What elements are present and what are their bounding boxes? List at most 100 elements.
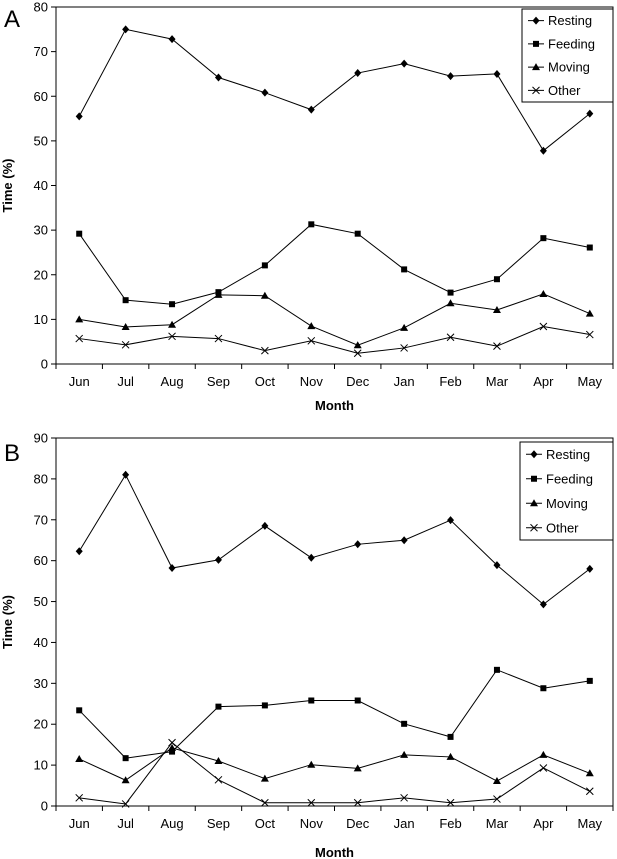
series-resting-point xyxy=(539,146,547,155)
y-tick-label: 50 xyxy=(34,594,48,609)
legend-item-feeding: Feeding xyxy=(526,471,593,486)
x-tick-label: Feb xyxy=(439,816,461,831)
marker-stroke xyxy=(75,793,84,802)
marker-stroke xyxy=(539,764,548,772)
y-tick-label: 40 xyxy=(34,178,48,193)
marker-stroke xyxy=(214,775,223,784)
series-moving-line xyxy=(79,293,590,346)
series-feeding-point xyxy=(76,707,83,714)
legend: Resting Feeding Moving Other xyxy=(521,8,614,103)
series-moving-point xyxy=(353,764,362,772)
series-resting-point xyxy=(214,73,222,82)
legend-box xyxy=(521,8,614,103)
legend-label: Resting xyxy=(546,447,590,462)
y-tick-label: 20 xyxy=(34,267,48,282)
y-tick-label: 10 xyxy=(34,312,48,327)
series-other-point xyxy=(446,333,455,342)
panel-label: B xyxy=(4,440,20,467)
y-axis-title: Time (%) xyxy=(0,595,15,649)
series-resting-point xyxy=(493,561,501,570)
series-moving xyxy=(75,743,594,785)
legend-marker xyxy=(530,450,538,459)
marker-stroke xyxy=(493,795,501,803)
legend-item-feeding: Feeding xyxy=(528,36,595,51)
series-resting-point xyxy=(400,536,408,545)
series-moving-point xyxy=(260,774,269,782)
series-moving-point xyxy=(492,306,501,314)
marker-stroke xyxy=(261,798,269,807)
series-feeding-point xyxy=(540,235,547,242)
series-other-point xyxy=(121,340,130,349)
marker-stroke xyxy=(307,336,316,345)
x-tick-label: Oct xyxy=(255,374,276,389)
marker-stroke xyxy=(446,798,455,807)
series-moving-point xyxy=(585,769,594,777)
panel-label: A xyxy=(4,6,20,33)
series-feeding-line xyxy=(78,223,590,305)
series-other-point xyxy=(75,334,84,343)
x-tick-label: Mar xyxy=(486,374,509,389)
marker-stroke xyxy=(168,738,176,747)
series-other-line xyxy=(79,741,591,805)
legend-item-other: Other xyxy=(526,520,579,535)
marker-stroke xyxy=(121,340,130,349)
marker-stroke xyxy=(261,346,269,355)
x-tick-label: Apr xyxy=(533,816,554,831)
panel-a: A 0 10 20 30 40 50 60 70 80 Jun Jul Aug Sep Oct Nov Dec J… xyxy=(0,0,614,413)
series-feeding-point xyxy=(540,685,547,692)
series-resting-point xyxy=(168,564,176,573)
series-resting-point xyxy=(75,547,83,556)
series-feeding-point xyxy=(169,748,176,755)
series-resting-point xyxy=(400,59,408,68)
series-resting-point xyxy=(586,564,594,573)
legend-marker xyxy=(531,475,537,482)
series-other-point xyxy=(261,346,269,355)
y-tick-label: 80 xyxy=(34,471,48,486)
series-moving-point xyxy=(353,341,362,349)
series-other-point xyxy=(168,738,176,747)
series-feeding-point xyxy=(261,262,268,269)
series-resting-point xyxy=(261,521,269,530)
x-tick-label: Nov xyxy=(300,374,324,389)
series-other-point xyxy=(446,798,455,807)
series-feeding-point xyxy=(76,230,83,237)
x-tick-label: Jun xyxy=(69,816,90,831)
marker-stroke xyxy=(585,330,594,339)
series-feeding-point xyxy=(215,703,222,710)
series-resting-point xyxy=(122,25,130,34)
series-feeding-point xyxy=(401,720,408,727)
series-moving-point xyxy=(307,322,316,330)
series-moving-point xyxy=(75,754,84,762)
legend-label: Moving xyxy=(548,60,590,75)
y-tick-label: 60 xyxy=(34,553,48,568)
series-moving-point xyxy=(539,289,548,297)
legend-box xyxy=(519,441,614,541)
x-tick-label: Sep xyxy=(207,374,230,389)
series-resting-point xyxy=(447,72,455,81)
x-tick-label: Jun xyxy=(69,374,90,389)
series-feeding xyxy=(76,221,593,308)
series-moving-point xyxy=(400,323,409,331)
x-tick-label: Jan xyxy=(394,374,415,389)
series-moving-point xyxy=(214,757,223,765)
x-tick-label: Aug xyxy=(160,816,183,831)
series-resting-point xyxy=(307,553,315,562)
legend-item-resting: Resting xyxy=(528,13,592,28)
series-other xyxy=(75,322,594,358)
marker-stroke xyxy=(121,800,130,808)
series-resting-point xyxy=(122,470,130,479)
x-tick-label: Dec xyxy=(346,374,370,389)
series-moving-point xyxy=(121,322,130,330)
series-moving-point xyxy=(307,760,316,768)
series-feeding-point xyxy=(261,702,268,709)
legend-marker xyxy=(530,523,538,532)
series-other-point xyxy=(493,342,501,351)
marker-stroke xyxy=(400,793,408,802)
x-axis-title: Month xyxy=(315,845,354,859)
y-tick-label: 50 xyxy=(34,133,48,148)
legend-marker xyxy=(532,86,540,95)
y-tick-label: 10 xyxy=(34,758,48,773)
series-feeding-point xyxy=(169,301,176,308)
series-moving-point xyxy=(446,752,455,760)
